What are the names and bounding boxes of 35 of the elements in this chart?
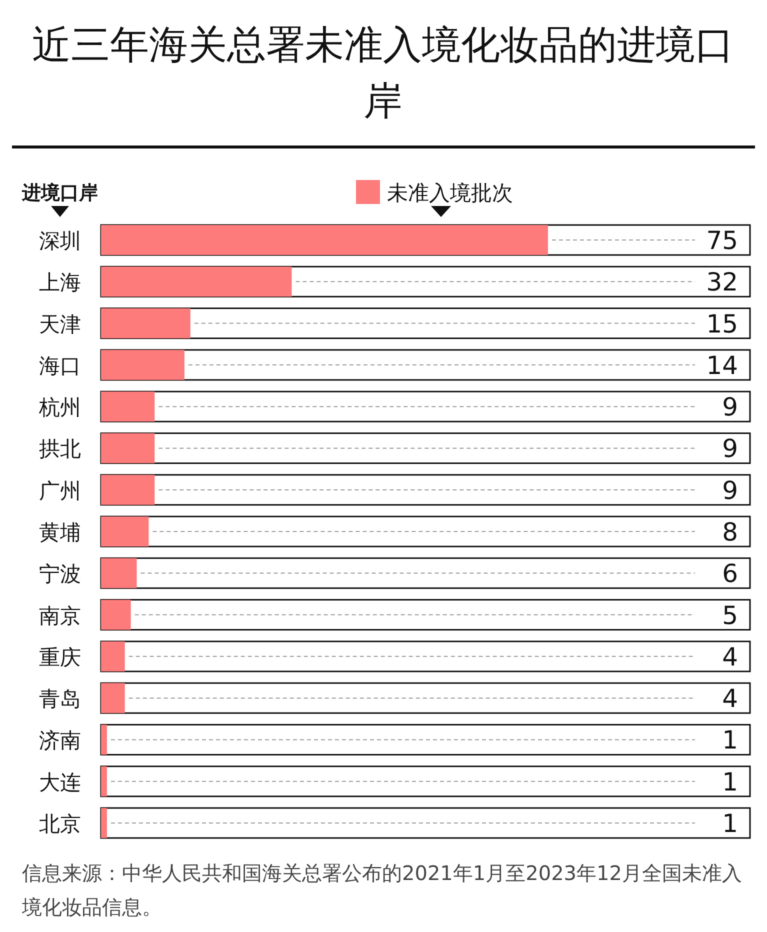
category: 大连 (39, 770, 81, 794)
data-label: 32 (706, 268, 738, 297)
data-label: 1 (722, 809, 738, 838)
data-label: 4 (722, 642, 738, 672)
data-label: 6 (722, 559, 738, 588)
annotation: 信息来源：中华人民共和国海关总署公布的2021年1月至2023年12月全国未准入境化妆品信息。 (22, 860, 743, 921)
data-label: 14 (706, 350, 738, 380)
category: 济南 (39, 728, 81, 753)
data-label: 15 (706, 309, 738, 338)
data-label: 1 (722, 767, 738, 796)
data-label: 9 (722, 392, 738, 422)
category: 拱北 (39, 437, 81, 462)
category: 宁波 (39, 562, 81, 586)
data-label: 1 (722, 726, 738, 755)
category: 海口 (39, 354, 81, 378)
category: 黄埔 (39, 520, 81, 544)
category: 北京 (39, 812, 81, 836)
category: 杭州 (39, 396, 81, 420)
legend: 未准入境批次 (356, 180, 513, 205)
data-label: 4 (722, 684, 738, 714)
category: 上海 (39, 270, 81, 295)
data-label: 9 (722, 476, 738, 505)
data-label: 5 (722, 600, 738, 630)
ylabel: 进境口岸 (22, 182, 98, 204)
data-label: 75 (706, 226, 738, 255)
data-label: 9 (722, 434, 738, 464)
title: 近三年海关总署未准入境化妆品的进境口岸 (31, 22, 735, 126)
category: 南京 (39, 604, 81, 628)
data-label: 8 (722, 518, 738, 546)
category: 重庆 (39, 645, 81, 670)
category: 天津 (39, 312, 81, 336)
category: 广州 (39, 478, 81, 503)
legend-label: 未准入境批次 (387, 181, 513, 205)
category: 青岛 (39, 687, 81, 712)
category: 深圳 (39, 229, 81, 253)
